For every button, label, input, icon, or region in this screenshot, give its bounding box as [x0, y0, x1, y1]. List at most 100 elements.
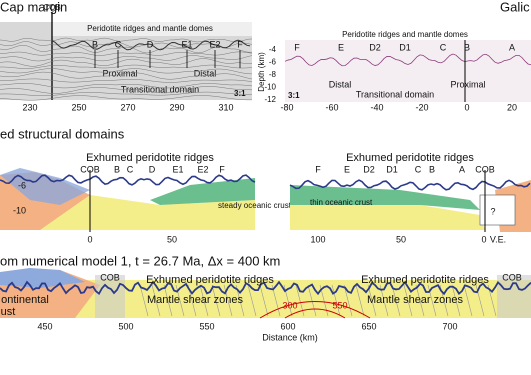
- label: Distal: [194, 68, 217, 78]
- y-tick-label: -6: [18, 180, 26, 190]
- reflector: [0, 78, 253, 83]
- shear-zone: [211, 284, 221, 317]
- label: ?: [490, 206, 495, 216]
- label: B: [92, 39, 98, 49]
- shear-zone: [223, 284, 233, 317]
- label: C: [440, 42, 447, 52]
- x-tick-label: 310: [218, 102, 233, 112]
- section-title: om numerical model 1, t = 26.7 Ma, Δx = …: [0, 253, 280, 268]
- label: B: [464, 42, 470, 52]
- x-tick-label: -40: [370, 102, 383, 112]
- label: COB: [100, 272, 120, 282]
- label: COB: [43, 3, 60, 12]
- label: Exhumed peridotite ridges: [146, 274, 274, 286]
- label: Transitional domain: [121, 84, 199, 94]
- y-tick-label: -10: [13, 205, 26, 215]
- isotherm: [284, 308, 346, 319]
- shear-zone: [415, 284, 425, 317]
- label: 300: [282, 300, 297, 310]
- label: ontinental: [1, 294, 49, 306]
- y-tick-label: -12: [264, 95, 276, 104]
- label: F: [219, 164, 225, 174]
- y-tick-label: -10: [264, 83, 276, 92]
- label: steady oceanic crust: [218, 201, 292, 210]
- label: D2: [363, 164, 375, 174]
- topography: [0, 280, 531, 296]
- x-tick-label: 230: [22, 102, 37, 112]
- label: Mantle shear zones: [147, 294, 243, 306]
- basement-line: [51, 39, 251, 51]
- shear-zone: [247, 284, 257, 317]
- label: B: [114, 164, 120, 174]
- label: D: [149, 164, 156, 174]
- isotherm: [259, 301, 371, 319]
- topography: [0, 174, 256, 186]
- label: C: [127, 164, 134, 174]
- label: C: [115, 39, 122, 49]
- panel-title: Cap margin: [0, 0, 67, 14]
- x-tick-label: 500: [118, 321, 133, 331]
- label: A: [509, 42, 515, 52]
- header: Exhumed peridotite ridges: [86, 152, 214, 164]
- shear-zone: [367, 284, 377, 317]
- mantle: [290, 200, 485, 230]
- reflector: [0, 86, 253, 94]
- x-tick-label: 650: [361, 321, 376, 331]
- label: COB: [475, 164, 495, 174]
- topography: [289, 179, 531, 191]
- label: ust: [1, 306, 16, 318]
- label: A: [459, 164, 465, 174]
- label: E: [338, 42, 344, 52]
- section-title: ed structural domains: [0, 126, 125, 141]
- shear-zone: [463, 284, 473, 317]
- reflector: [0, 45, 253, 54]
- header: Peridotite ridges and mantle domes: [342, 30, 468, 39]
- label: E2: [197, 164, 208, 174]
- label: 550: [332, 300, 347, 310]
- shear-zone: [391, 284, 401, 317]
- label: E2: [209, 39, 220, 49]
- x-tick-label: -60: [325, 102, 338, 112]
- mantle: [40, 195, 255, 230]
- x-tick-label: -80: [280, 102, 293, 112]
- ratio: 3:1: [234, 89, 246, 98]
- reflector: [0, 71, 253, 80]
- cob-shade: [95, 275, 125, 318]
- y-tick-label: -6: [269, 58, 277, 67]
- label: COB: [502, 272, 522, 282]
- shear-zone: [151, 284, 161, 317]
- x-tick-label: 450: [37, 321, 52, 331]
- oceanic-crust: [290, 185, 480, 210]
- x-tick-label: 250: [71, 102, 86, 112]
- x-tick-label: 700: [442, 321, 457, 331]
- reflector: [0, 64, 253, 69]
- seismic-image: [285, 40, 531, 102]
- basement-line: [284, 53, 531, 67]
- reflector: [0, 68, 253, 75]
- label: F: [315, 164, 321, 174]
- label: Transitional domain: [356, 89, 434, 99]
- unknown-box: [479, 194, 516, 226]
- shear-zone: [451, 284, 461, 317]
- label: D: [147, 39, 154, 49]
- shear-zone: [139, 284, 149, 317]
- x-tick-label: 20: [507, 102, 517, 112]
- shear-zone: [163, 284, 173, 317]
- reflector: [0, 55, 253, 62]
- label: E1: [172, 164, 183, 174]
- y-tick-label: -8: [269, 70, 277, 79]
- x-tick-label: 0: [464, 102, 469, 112]
- reflector: [0, 95, 253, 101]
- oceanic-crust: [150, 178, 255, 205]
- y-tick-label: -4: [269, 45, 277, 54]
- label: Proximal: [450, 79, 485, 89]
- shear-zone: [199, 284, 209, 317]
- reflector: [0, 51, 253, 56]
- label: D1: [399, 42, 411, 52]
- label: F: [237, 39, 243, 49]
- ratio: 3:1: [288, 91, 300, 100]
- header: Peridotite ridges and mantle domes: [87, 24, 213, 33]
- shear-zone: [403, 284, 413, 317]
- x-tick-label: 270: [120, 102, 135, 112]
